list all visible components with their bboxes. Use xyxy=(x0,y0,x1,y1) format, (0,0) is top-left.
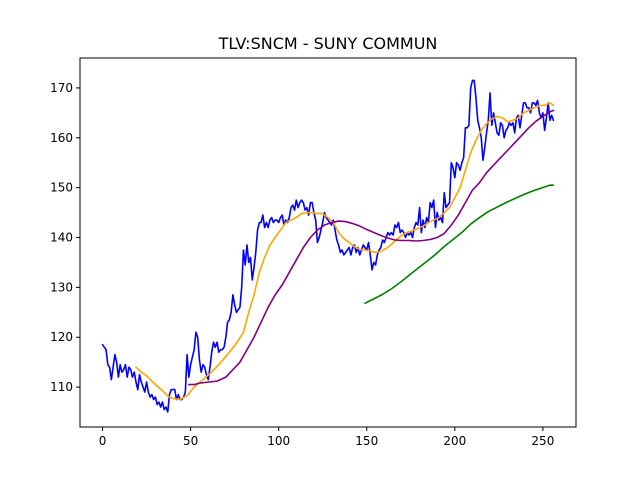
y-tick-label: 110 xyxy=(50,380,73,394)
x-tick-label: 100 xyxy=(267,434,290,448)
x-tick-label: 250 xyxy=(531,434,554,448)
y-tick-label: 130 xyxy=(50,280,73,294)
chart-title: TLV:SNCM - SUNY COMMUN xyxy=(218,34,438,53)
x-tick-label: 200 xyxy=(443,434,466,448)
x-tick-label: 0 xyxy=(99,434,107,448)
y-tick-label: 150 xyxy=(50,181,73,195)
series-line-4 xyxy=(364,184,555,305)
y-tick-label: 170 xyxy=(50,81,73,95)
series-line-3 xyxy=(188,109,555,386)
x-tick-label: 50 xyxy=(183,434,198,448)
y-tick-label: 120 xyxy=(50,330,73,344)
series-layer xyxy=(101,79,555,413)
x-tick-label: 150 xyxy=(355,434,378,448)
y-axis: 110 120 130 140 150 160 170 xyxy=(50,81,80,394)
x-axis: 0 50 100 150 200 250 xyxy=(99,427,554,448)
y-tick-label: 140 xyxy=(50,231,73,245)
series-line-2 xyxy=(135,102,555,401)
plot-frame xyxy=(79,57,577,428)
y-tick-label: 160 xyxy=(50,131,73,145)
